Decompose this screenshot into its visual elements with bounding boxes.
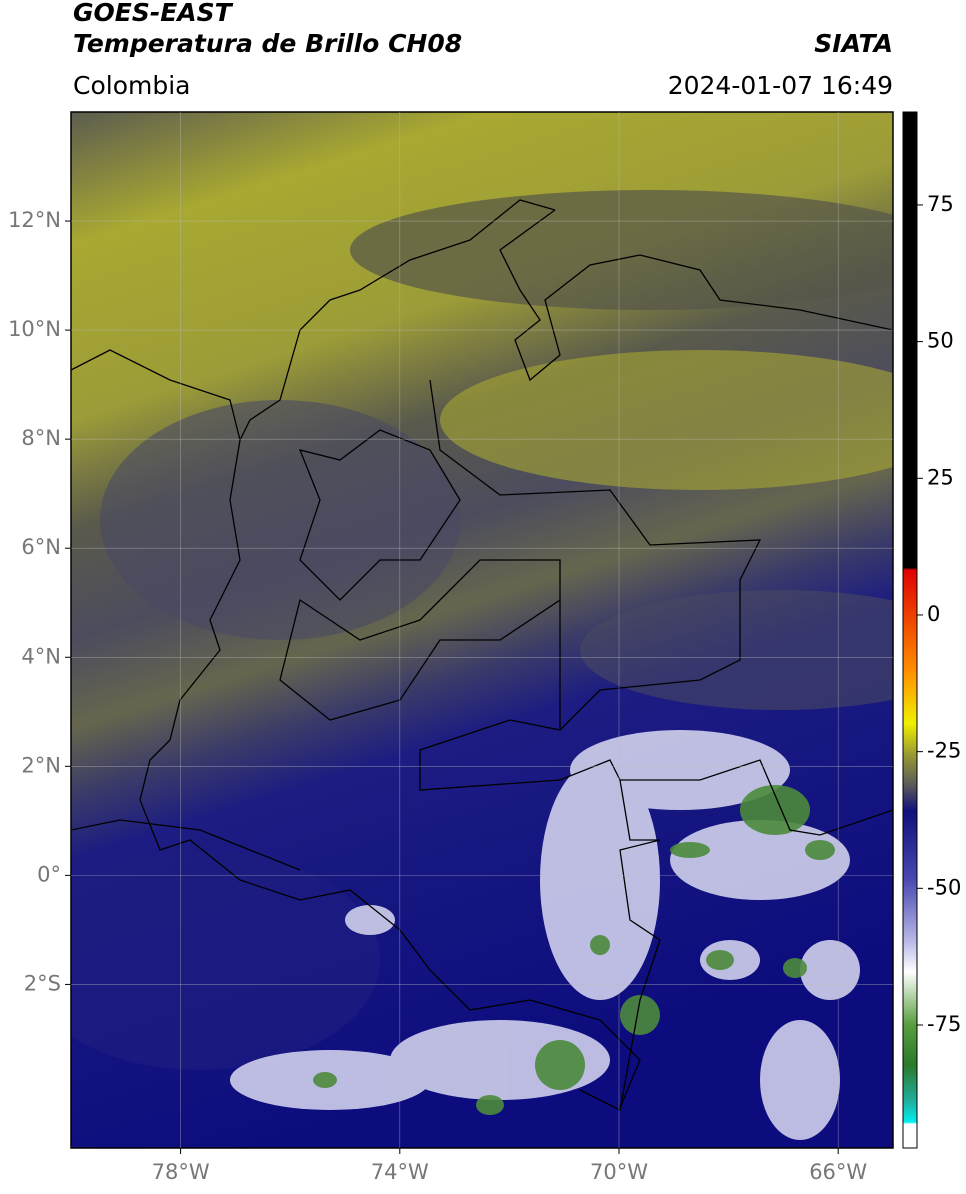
colorbar-tick-label: 0 bbox=[927, 602, 940, 626]
org-label: SIATA bbox=[814, 29, 893, 58]
lon-tick-label: 66°W bbox=[809, 1160, 867, 1184]
colorbar-tick-label: 25 bbox=[927, 465, 954, 489]
colorbar-tick-label: 75 bbox=[927, 192, 954, 216]
lat-tick-label: 8°N bbox=[21, 426, 61, 450]
source-title: GOES-EAST bbox=[73, 0, 234, 27]
lat-tick-label: 0° bbox=[37, 862, 61, 886]
product-title: Temperatura de Brillo CH08 bbox=[73, 29, 462, 58]
colorbar-tick-label: -50 bbox=[927, 875, 961, 899]
colorbar-tick-label: -25 bbox=[927, 739, 961, 763]
lon-tick-label: 78°W bbox=[152, 1160, 210, 1184]
lon-tick-label: 74°W bbox=[371, 1160, 429, 1184]
colorbar-tick-label: -75 bbox=[927, 1012, 961, 1036]
lat-tick-label: 2°S bbox=[24, 971, 61, 995]
lat-tick-label: 10°N bbox=[8, 317, 61, 341]
colorbar-tick-label: 50 bbox=[927, 329, 954, 353]
lat-tick-label: 4°N bbox=[21, 644, 61, 668]
lat-tick-label: 12°N bbox=[8, 208, 61, 232]
datetime-label: 2024-01-07 16:49 bbox=[668, 71, 893, 100]
lat-tick-label: 2°N bbox=[21, 753, 61, 777]
satellite-image bbox=[71, 112, 893, 1148]
lon-tick-label: 70°W bbox=[590, 1160, 648, 1184]
colorbar bbox=[902, 111, 918, 1149]
map-frame bbox=[70, 111, 894, 1149]
region-label: Colombia bbox=[73, 71, 190, 100]
lat-tick-label: 6°N bbox=[21, 535, 61, 559]
